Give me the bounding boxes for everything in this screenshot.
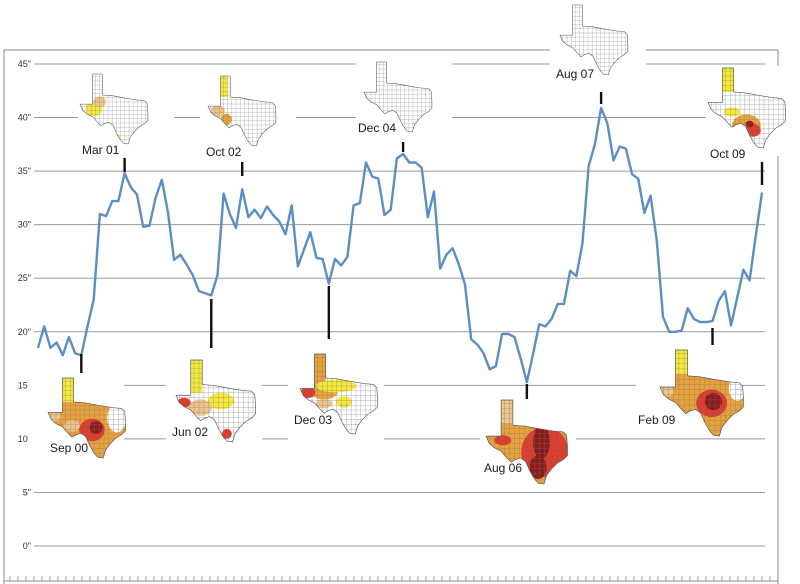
y-tick-label: 40": [18, 113, 31, 123]
dry-area: [190, 360, 203, 393]
dry-area: [336, 396, 352, 408]
annotation-label: Jun 02: [172, 425, 208, 439]
dry-area: [724, 107, 740, 117]
annotation-feb-09: Feb 09: [636, 328, 744, 437]
annotation-dec-03: Dec 03: [288, 286, 384, 440]
annotation-label: Aug 07: [556, 67, 594, 81]
precip-series-line: [36, 106, 764, 384]
moderate-area: [64, 420, 80, 432]
plot-frame: [3, 49, 779, 584]
data-series: [36, 106, 764, 384]
state-outline: [559, 4, 629, 76]
dry-area: [675, 350, 688, 375]
annotation-label: Sep 00: [50, 441, 88, 455]
dry-area: [207, 392, 235, 410]
moderate-area: [316, 398, 332, 409]
annotation-label: Aug 06: [484, 461, 522, 475]
extreme-area: [221, 428, 232, 439]
y-tick-label: 0": [23, 541, 31, 551]
dry-area: [62, 378, 74, 402]
state-outline: [175, 359, 256, 443]
y-tick-label: 45": [18, 59, 31, 69]
state-outline: [299, 353, 378, 435]
annotation-label: Oct 02: [206, 145, 242, 159]
y-tick-label: 25": [18, 273, 31, 283]
annotation-mar-01: Mar 01: [78, 68, 174, 172]
y-axis-ticks: 0" 5" 10" 15" 20" 25" 30" 35" 40" 45": [18, 59, 31, 551]
state-outline: [207, 75, 277, 147]
state-outline: [79, 73, 149, 145]
y-tick-label: 15": [18, 380, 31, 390]
extreme-area: [494, 435, 512, 446]
dry-area: [220, 76, 228, 97]
moderate-area: [501, 400, 513, 424]
chart-frame: [3, 49, 779, 584]
annotation-label: Mar 01: [82, 143, 120, 157]
annotation-sep-00: Sep 00: [28, 354, 126, 462]
annotation-oct-02: Oct 02: [200, 70, 296, 176]
severe-area: [314, 354, 326, 386]
exceptional-area: [89, 421, 103, 434]
state-outline: [485, 399, 568, 485]
annotation-aug-07: Aug 07: [550, 0, 646, 104]
annotation-jun-02: Jun 02: [166, 299, 262, 446]
state-outline: [707, 67, 786, 149]
state-outline: [659, 349, 744, 437]
dry-area: [722, 68, 734, 92]
y-tick-label: 30": [18, 220, 31, 230]
state-outline: [363, 61, 433, 133]
y-tick-label: 20": [18, 327, 31, 337]
annotation-label: Dec 03: [294, 413, 332, 427]
y-tick-label: 5": [23, 487, 31, 497]
annotation-label: Feb 09: [638, 413, 676, 427]
state-outline: [47, 377, 126, 459]
annotation-aug-06: Aug 06: [480, 384, 576, 485]
exceptional-area: [529, 455, 547, 479]
annotation-oct-09: Oct 09: [706, 66, 800, 185]
normal-area: [107, 403, 126, 433]
annotation-label: Dec 04: [358, 121, 396, 135]
exceptional-area: [704, 393, 722, 411]
drought-map-annotations: Sep 00 Mar 01 Jun 02 Oct 02 Dec 03 Dec 04 Aug …: [28, 0, 800, 485]
annotation-label: Oct 09: [710, 147, 746, 161]
y-tick-label: 10": [18, 434, 31, 444]
annotation-dec-04: Dec 04: [356, 58, 452, 152]
y-tick-label: 35": [18, 166, 31, 176]
